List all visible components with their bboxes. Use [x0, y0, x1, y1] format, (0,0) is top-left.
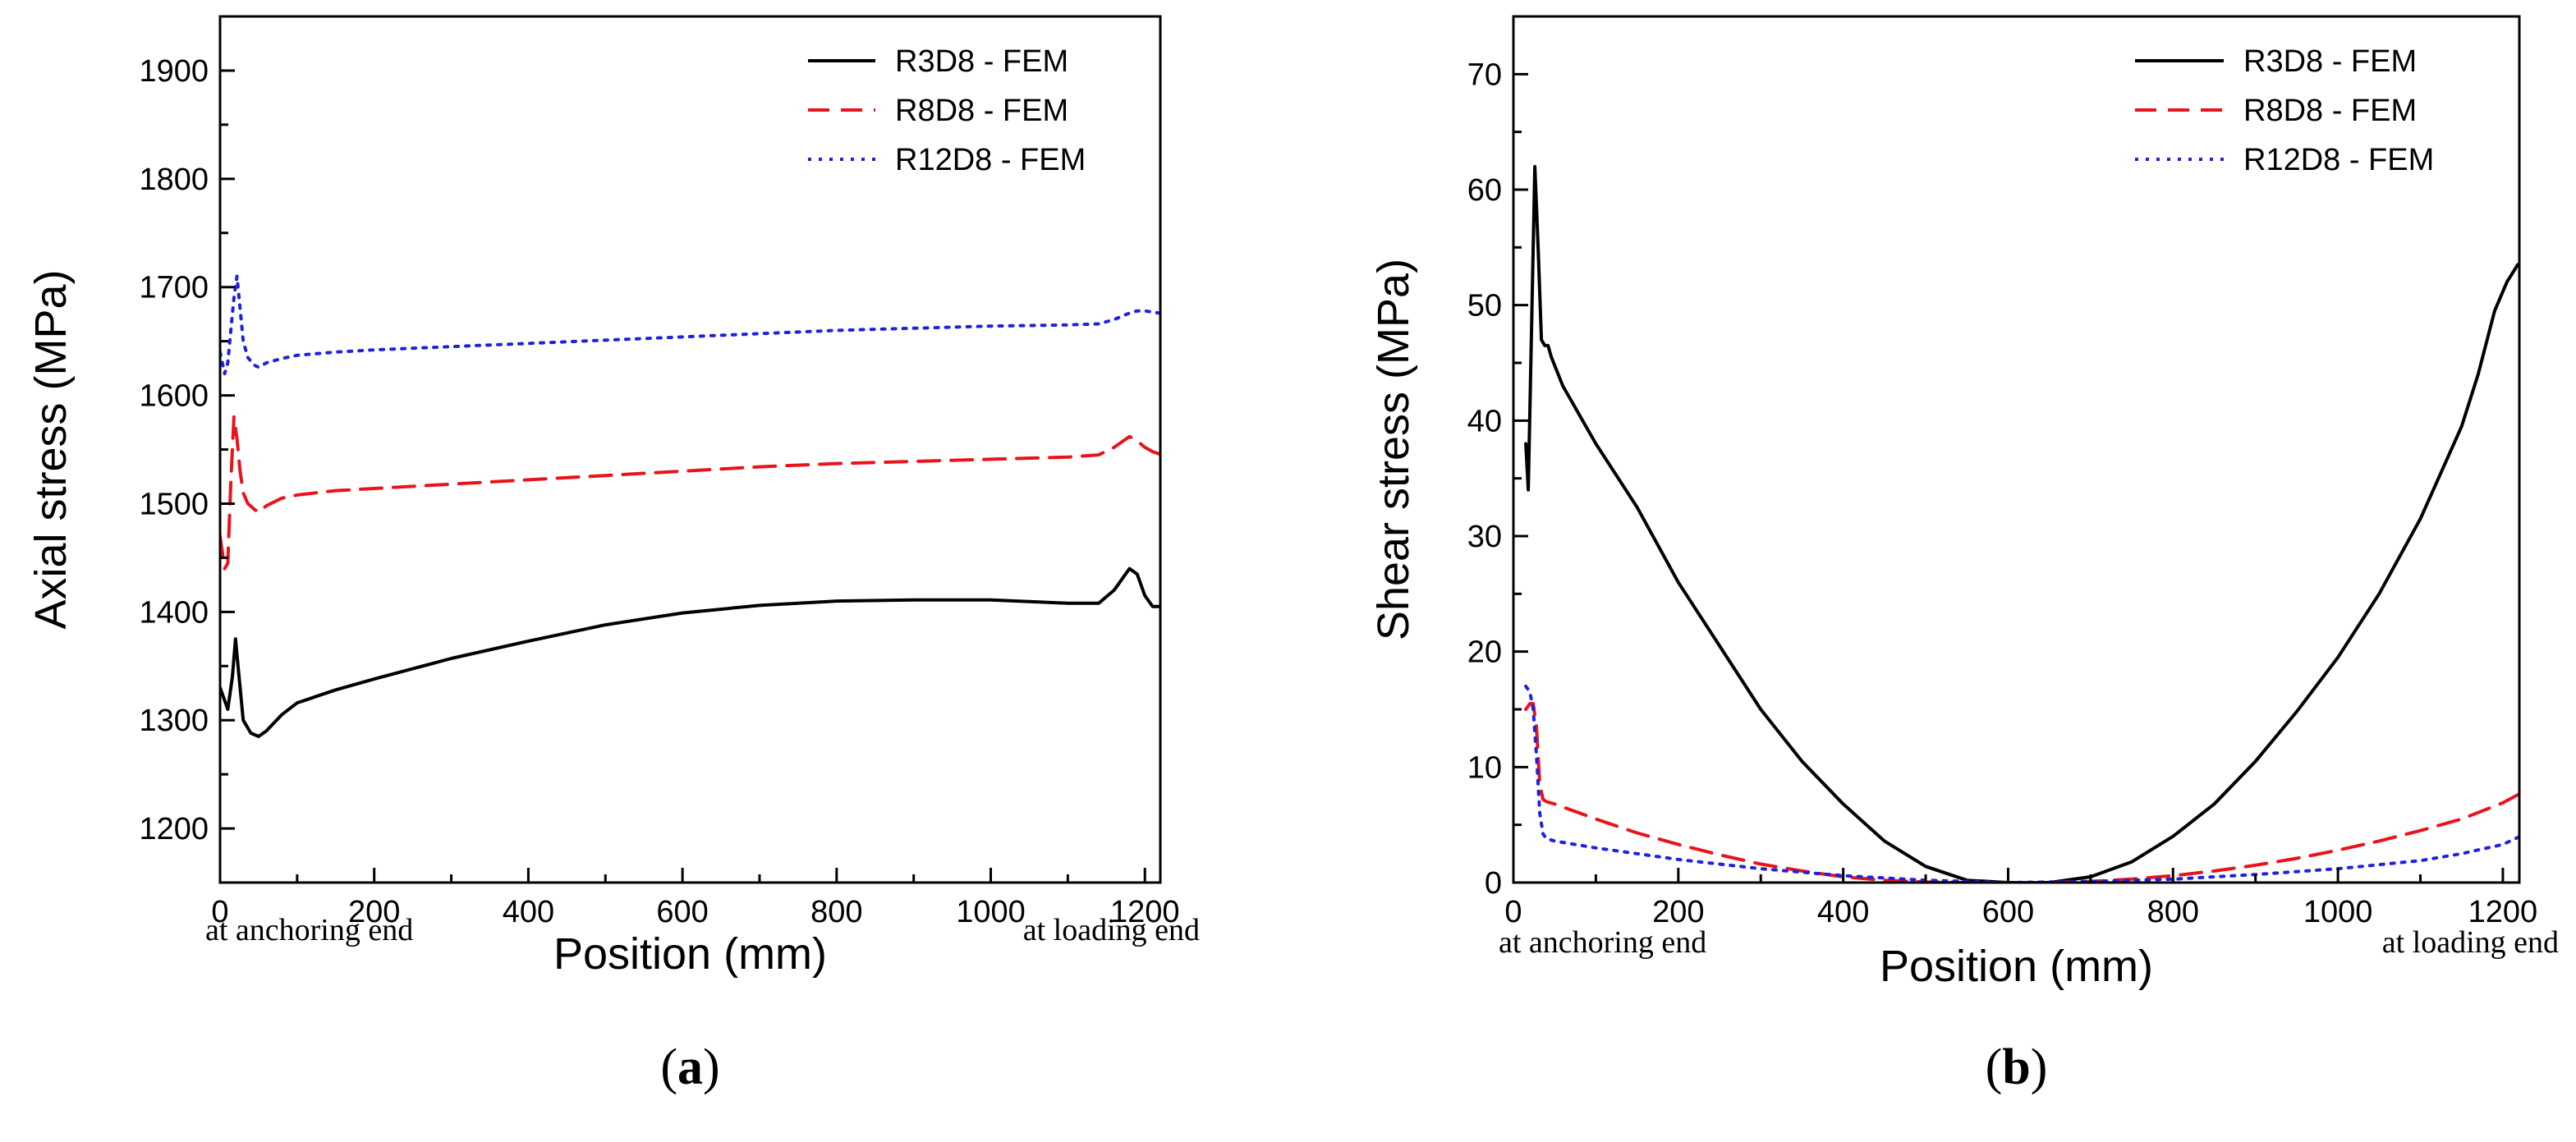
y-tick-label: 1900 [139, 54, 209, 89]
legend-label: R8D8 - FEM [2243, 94, 2417, 128]
caption-close: ) [2031, 1039, 2048, 1095]
x-tick-label: 800 [810, 895, 862, 929]
plot-frame [1512, 15, 2521, 884]
x-tick-label: 800 [2147, 895, 2199, 929]
y-tick-label: 50 [1467, 289, 1502, 323]
caption-open: ( [1986, 1039, 2003, 1095]
x-tick-label: 1000 [956, 895, 1026, 929]
panel-caption: (b) [1986, 1039, 2048, 1095]
x-tick-label: 400 [1817, 895, 1869, 929]
caption-letter: b [2002, 1039, 2030, 1095]
y-axis-title: Shear stress (MPa) [1369, 259, 1418, 640]
panel-a: 0 200 400 600 800 1000 1200 1200 1300 1400 1500 160… [26, 15, 1200, 1095]
caption-close: ) [703, 1039, 720, 1095]
y-tick-label: 1500 [139, 487, 209, 521]
y-tick-label: 30 [1467, 520, 1502, 554]
y-tick-label: 1600 [139, 379, 209, 414]
series-group [220, 274, 1160, 738]
x-tick-label: 400 [503, 895, 554, 929]
y-tick-label: 10 [1467, 750, 1502, 785]
x-tick-label: 200 [348, 895, 400, 929]
y-tick-label: 70 [1467, 57, 1502, 92]
y-tick-label: 1700 [139, 271, 209, 305]
loading-end-note: at loading end [2382, 925, 2559, 960]
anchoring-end-note: at anchoring end [205, 913, 413, 947]
y-axis-title: Axial stress (MPa) [26, 269, 76, 629]
x-tick-label: 0 [211, 895, 228, 929]
legend-label: R3D8 - FEM [895, 44, 1068, 79]
series-line-r12d8-fem [1524, 684, 2519, 883]
series-line-r8d8-fem [220, 415, 1160, 571]
series-line-r12d8-fem [220, 274, 1160, 376]
anchoring-end-note: at anchoring end [1499, 925, 1706, 960]
legend-label: R12D8 - FEM [2243, 143, 2434, 177]
series-line-r3d8-fem [1524, 164, 2519, 883]
series-line-r8d8-fem [1524, 702, 2519, 883]
x-axis-title: Position (mm) [1880, 942, 2153, 991]
x-tick-label: 600 [656, 895, 708, 929]
x-axis-title: Position (mm) [553, 929, 827, 979]
series-group [1524, 164, 2519, 883]
x-tick-label: 1200 [2468, 895, 2538, 929]
y-tick-label: 0 [1485, 866, 1502, 901]
y-tick-label: 1200 [139, 812, 209, 846]
y-tick-label: 20 [1467, 635, 1502, 670]
series-line-r3d8-fem [220, 566, 1160, 738]
y-tick-label: 1800 [139, 163, 209, 197]
x-tick-label: 1200 [1110, 895, 1180, 929]
y-tick-label: 60 [1467, 173, 1502, 208]
caption-letter: a [677, 1039, 703, 1095]
y-tick-label: 1300 [139, 704, 209, 738]
y-tick-label: 1400 [139, 595, 209, 630]
panel-b: 0 200 400 600 800 1000 1200 0 10 20 30 40 50 60 70 Posi… [1369, 15, 2559, 1095]
x-tick-label: 0 [1504, 895, 1522, 929]
legend-label: R8D8 - FEM [895, 94, 1068, 128]
y-tick-label: 40 [1467, 404, 1502, 438]
legend-label: R3D8 - FEM [2243, 44, 2417, 79]
legend-label: R12D8 - FEM [895, 143, 1086, 177]
x-tick-label: 200 [1652, 895, 1704, 929]
x-tick-label: 1000 [2303, 895, 2373, 929]
caption-open: ( [660, 1039, 677, 1095]
loading-end-note: at loading end [1023, 913, 1200, 947]
x-tick-label: 600 [1982, 895, 2034, 929]
panel-caption: (a) [660, 1039, 719, 1095]
